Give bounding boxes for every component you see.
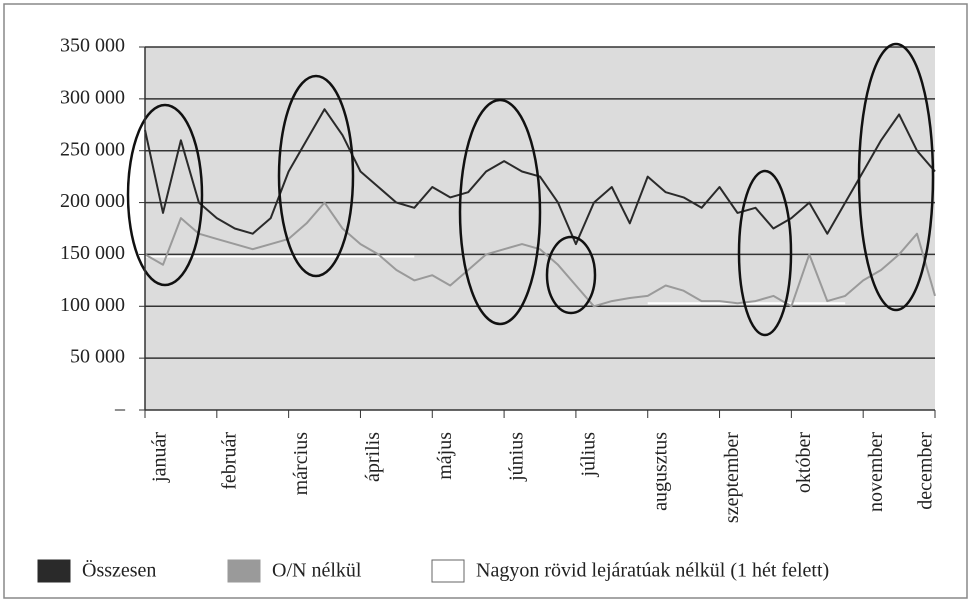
x-tick-label: március	[290, 432, 312, 496]
highlight-ellipse	[737, 169, 793, 337]
x-tick-label: január	[149, 432, 171, 483]
legend: Összesen O/N nélkül Nagyon rövid lejáratúa…	[37, 559, 829, 583]
legend-label: Összesen	[82, 559, 156, 582]
x-tick-label: április	[362, 432, 384, 482]
y-tick-label: 350 000	[60, 35, 125, 57]
y-tick-label: 150 000	[60, 242, 125, 264]
series-line	[144, 108, 936, 246]
x-tick-label: augusztus	[649, 432, 671, 511]
x-tick-label: február	[218, 432, 240, 490]
series-line	[144, 201, 936, 308]
legend-label: Nagyon rövid lejáratúak nélkül (1 hét fe…	[476, 560, 829, 582]
x-tick-label: június	[506, 432, 528, 482]
highlight-ellipse	[277, 74, 355, 278]
x-tick-label: október	[793, 432, 815, 493]
series-line	[145, 255, 846, 305]
y-tick-label: 200 000	[60, 190, 125, 212]
legend-label: O/N nélkül	[272, 560, 362, 582]
highlight-ellipse	[458, 98, 542, 326]
x-tick-label: november	[865, 432, 887, 512]
legend-swatch	[227, 559, 261, 583]
x-tick-label: május	[434, 432, 456, 480]
y-tick-label: 300 000	[60, 86, 125, 108]
annotations	[126, 42, 935, 337]
highlight-ellipse	[857, 42, 935, 312]
highlight-ellipse	[545, 235, 597, 315]
x-tick-label: december	[915, 432, 937, 510]
highlight-ellipse	[126, 103, 204, 287]
legend-swatch	[37, 559, 71, 583]
y-tick-label: –	[114, 398, 126, 420]
grid	[145, 46, 935, 359]
axes: – 50 000 100 000 150 000 200 000 250 000 300 0…	[60, 35, 937, 523]
y-tick-label: 250 000	[60, 138, 125, 160]
x-tick-label: július	[578, 432, 600, 478]
y-tick-label: 50 000	[70, 346, 125, 368]
y-tick-label: 100 000	[60, 294, 125, 316]
lines	[144, 108, 936, 308]
legend-swatch	[431, 559, 465, 583]
x-tick-label: szeptember	[721, 432, 743, 523]
